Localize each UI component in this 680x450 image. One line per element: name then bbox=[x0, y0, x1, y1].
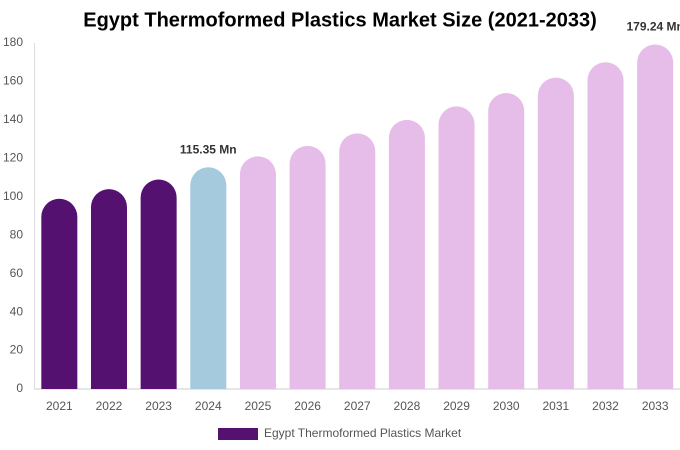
bar bbox=[90, 189, 127, 389]
bar bbox=[339, 133, 376, 389]
x-tick-label: 2023 bbox=[145, 399, 172, 413]
y-tick-label: 140 bbox=[3, 112, 23, 126]
legend-swatch bbox=[218, 428, 258, 440]
x-tick-label: 2029 bbox=[443, 399, 470, 413]
x-tick-label: 2024 bbox=[195, 399, 222, 413]
x-tick-label: 2026 bbox=[294, 399, 321, 413]
bar bbox=[637, 44, 674, 390]
chart-title: Egypt Thermoformed Plastics Market Size … bbox=[83, 9, 597, 31]
y-tick-label: 20 bbox=[10, 343, 24, 357]
y-tick-label: 160 bbox=[3, 74, 23, 88]
y-tick-label: 100 bbox=[3, 189, 23, 203]
x-tick-label: 2028 bbox=[394, 399, 421, 413]
bar bbox=[488, 92, 525, 389]
y-tick-label: 180 bbox=[3, 35, 23, 49]
x-tick-label: 2025 bbox=[245, 399, 272, 413]
x-tick-label: 2030 bbox=[493, 399, 520, 413]
y-tick-label: 120 bbox=[3, 151, 23, 165]
bar bbox=[140, 179, 177, 389]
value-label: 115.35 Mn bbox=[180, 142, 237, 156]
bar bbox=[289, 145, 326, 389]
x-tick-label: 2031 bbox=[543, 399, 570, 413]
legend-label: Egypt Thermoformed Plastics Market bbox=[264, 426, 462, 440]
y-tick-label: 60 bbox=[10, 266, 24, 280]
y-tick-label: 0 bbox=[16, 381, 23, 395]
y-tick-label: 40 bbox=[10, 304, 24, 318]
bar bbox=[190, 167, 227, 389]
bar bbox=[41, 198, 78, 389]
bar bbox=[239, 156, 276, 389]
y-tick-label: 80 bbox=[10, 227, 24, 241]
bar bbox=[438, 106, 475, 389]
bar bbox=[537, 77, 574, 389]
bar bbox=[587, 62, 624, 389]
bar bbox=[388, 119, 425, 389]
x-tick-label: 2027 bbox=[344, 399, 371, 413]
x-tick-label: 2021 bbox=[46, 399, 73, 413]
x-tick-label: 2022 bbox=[96, 399, 123, 413]
x-tick-label: 2033 bbox=[642, 399, 669, 413]
value-label: 179.24 Mn bbox=[626, 20, 680, 34]
x-tick-label: 2032 bbox=[592, 399, 619, 413]
